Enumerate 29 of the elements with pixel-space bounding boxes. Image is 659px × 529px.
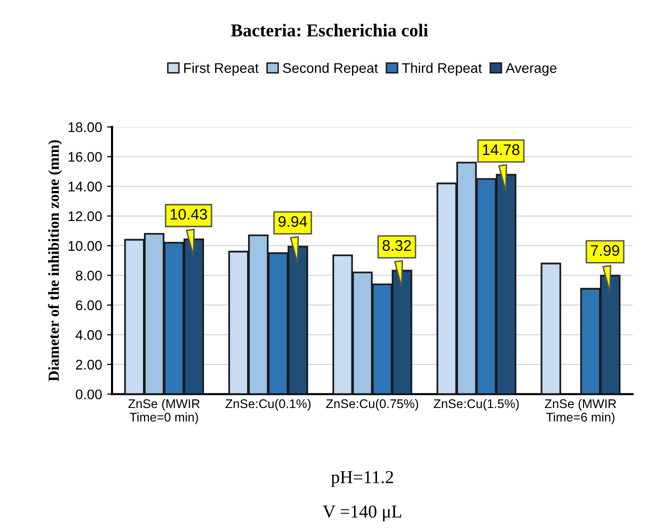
data-label: 7.99 (590, 245, 620, 256)
legend-label: First Repeat (184, 62, 259, 76)
chart-title: Bacteria: Escherichia coli (231, 24, 428, 37)
y-tick-label: 6.00 (76, 300, 102, 310)
y-axis-title: Diameter of the inhibition zone (mm) (48, 140, 62, 382)
x-tick-label: ZnSe (MWIR Time=0 min) (128, 398, 200, 424)
bar (540, 262, 562, 394)
y-tick-label: 16.00 (68, 152, 102, 162)
x-tick-label: ZnSe:Cu(0.75%) (326, 398, 418, 411)
y-tick-label: 4.00 (76, 330, 102, 340)
data-label: 8.32 (382, 240, 411, 251)
text: V =140 μL (322, 505, 402, 522)
y-tick-label: 2.00 (76, 360, 102, 370)
legend-label: Second Repeat (282, 62, 378, 76)
x-tick-label: ZnSe:Cu(0.1%) (226, 398, 311, 411)
legend-label: Average (506, 63, 556, 76)
data-label: 9.94 (278, 216, 308, 227)
text: pH=11.2 (331, 471, 394, 487)
legend-label: Third Repeat (402, 62, 482, 76)
data-label: 10.43 (170, 208, 208, 220)
y-tick-label: 0.00 (76, 389, 102, 400)
y-tick-label: 18.00 (68, 122, 102, 132)
data-label: 14.78 (482, 144, 520, 156)
x-tick-label: ZnSe (MWIR Time=6 min) (544, 398, 616, 424)
y-tick-label: 14.00 (68, 182, 102, 192)
y-tick-label: 10.00 (68, 241, 102, 251)
y-tick-label: 12.00 (68, 211, 102, 222)
y-tick-label: 8.00 (76, 270, 102, 281)
x-tick-label: ZnSe:Cu(1.5%) (434, 398, 519, 411)
